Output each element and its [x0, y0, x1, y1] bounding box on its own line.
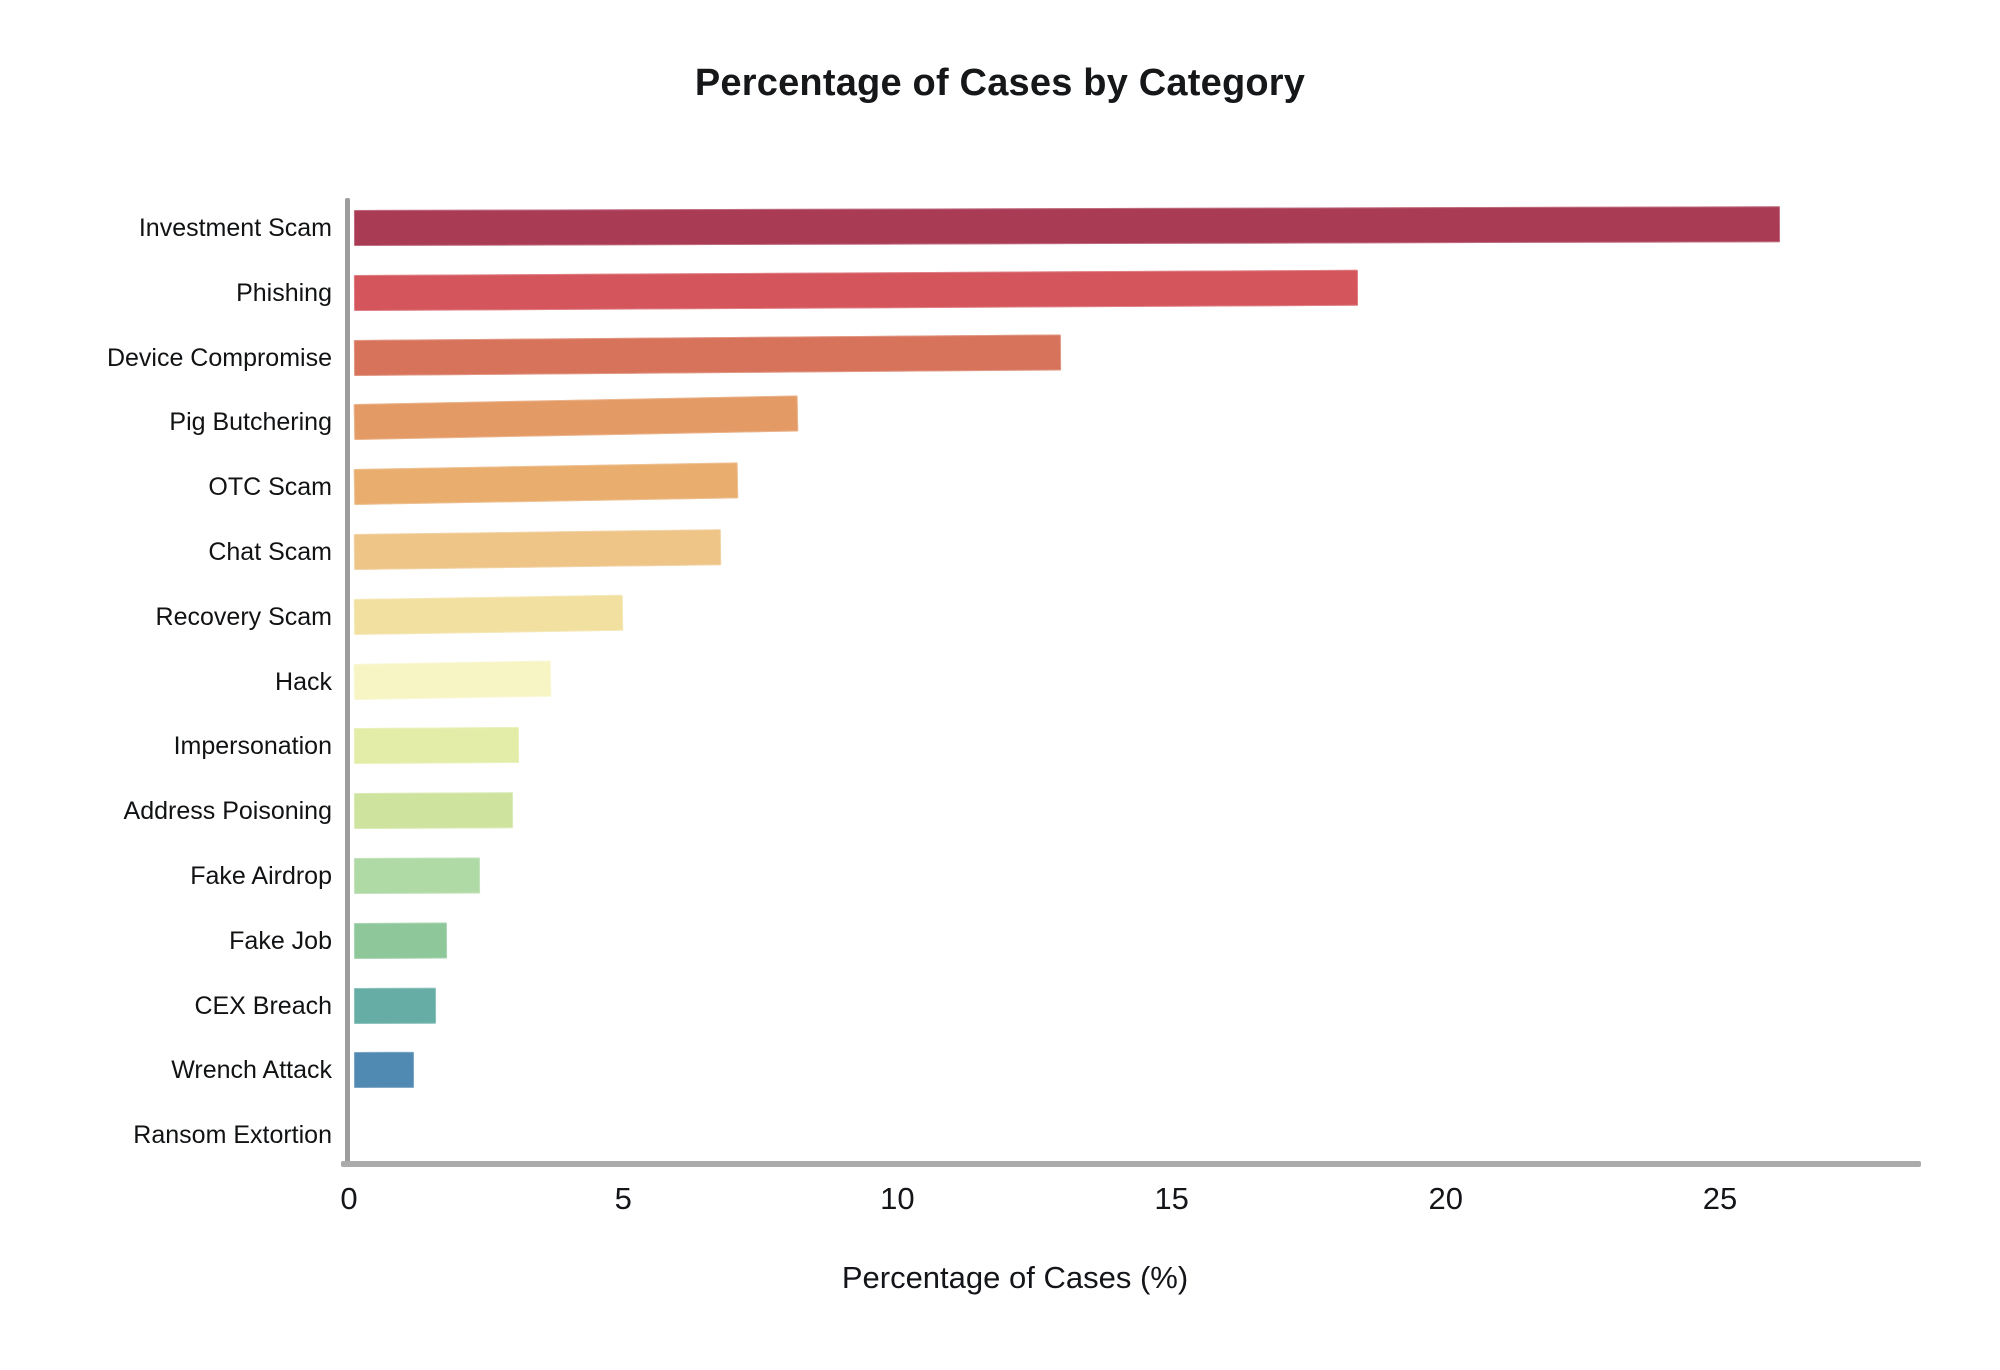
bar: [353, 334, 1062, 376]
chart-title: Percentage of Cases by Category: [694, 62, 1306, 104]
bar: [353, 206, 1780, 246]
category-label: Pig Butchering: [169, 408, 332, 437]
x-tick-label: 0: [340, 1181, 358, 1216]
bar: [353, 1052, 415, 1089]
bar: [353, 529, 722, 570]
category-label: OTC Scam: [208, 473, 332, 502]
y-axis-spine: [345, 198, 350, 1166]
bar: [353, 922, 448, 959]
category-label: Address Poisoning: [123, 797, 332, 826]
x-tick-label: 15: [1154, 1181, 1189, 1216]
category-label: Fake Airdrop: [190, 862, 332, 890]
category-label: Phishing: [236, 278, 332, 307]
category-label: Hack: [275, 667, 332, 696]
x-tick-label: 5: [614, 1181, 632, 1216]
category-label: Impersonation: [173, 732, 332, 761]
x-axis-title: Percentage of Cases (%): [841, 1260, 1189, 1295]
bar: [353, 395, 799, 441]
bar: [353, 269, 1358, 311]
category-label: Recovery Scam: [155, 602, 332, 631]
bar: [353, 987, 437, 1024]
category-label: Device Compromise: [106, 343, 332, 372]
bar: [353, 594, 623, 635]
bar: [353, 857, 481, 894]
bar: [353, 660, 552, 700]
category-label: Wrench Attack: [171, 1056, 332, 1085]
bar: [353, 727, 519, 765]
bar: [353, 792, 514, 830]
category-label: Investment Scam: [138, 214, 332, 242]
x-axis-spine: [341, 1161, 1921, 1167]
category-label: Chat Scam: [208, 538, 332, 566]
x-tick-label: 20: [1428, 1181, 1464, 1216]
category-label: CEX Breach: [194, 991, 332, 1020]
x-tick-label: 10: [880, 1181, 915, 1216]
category-label: Ransom Extortion: [133, 1121, 332, 1150]
category-label: Fake Job: [229, 926, 332, 955]
bar: [353, 462, 739, 506]
x-tick-label: 25: [1702, 1181, 1738, 1216]
